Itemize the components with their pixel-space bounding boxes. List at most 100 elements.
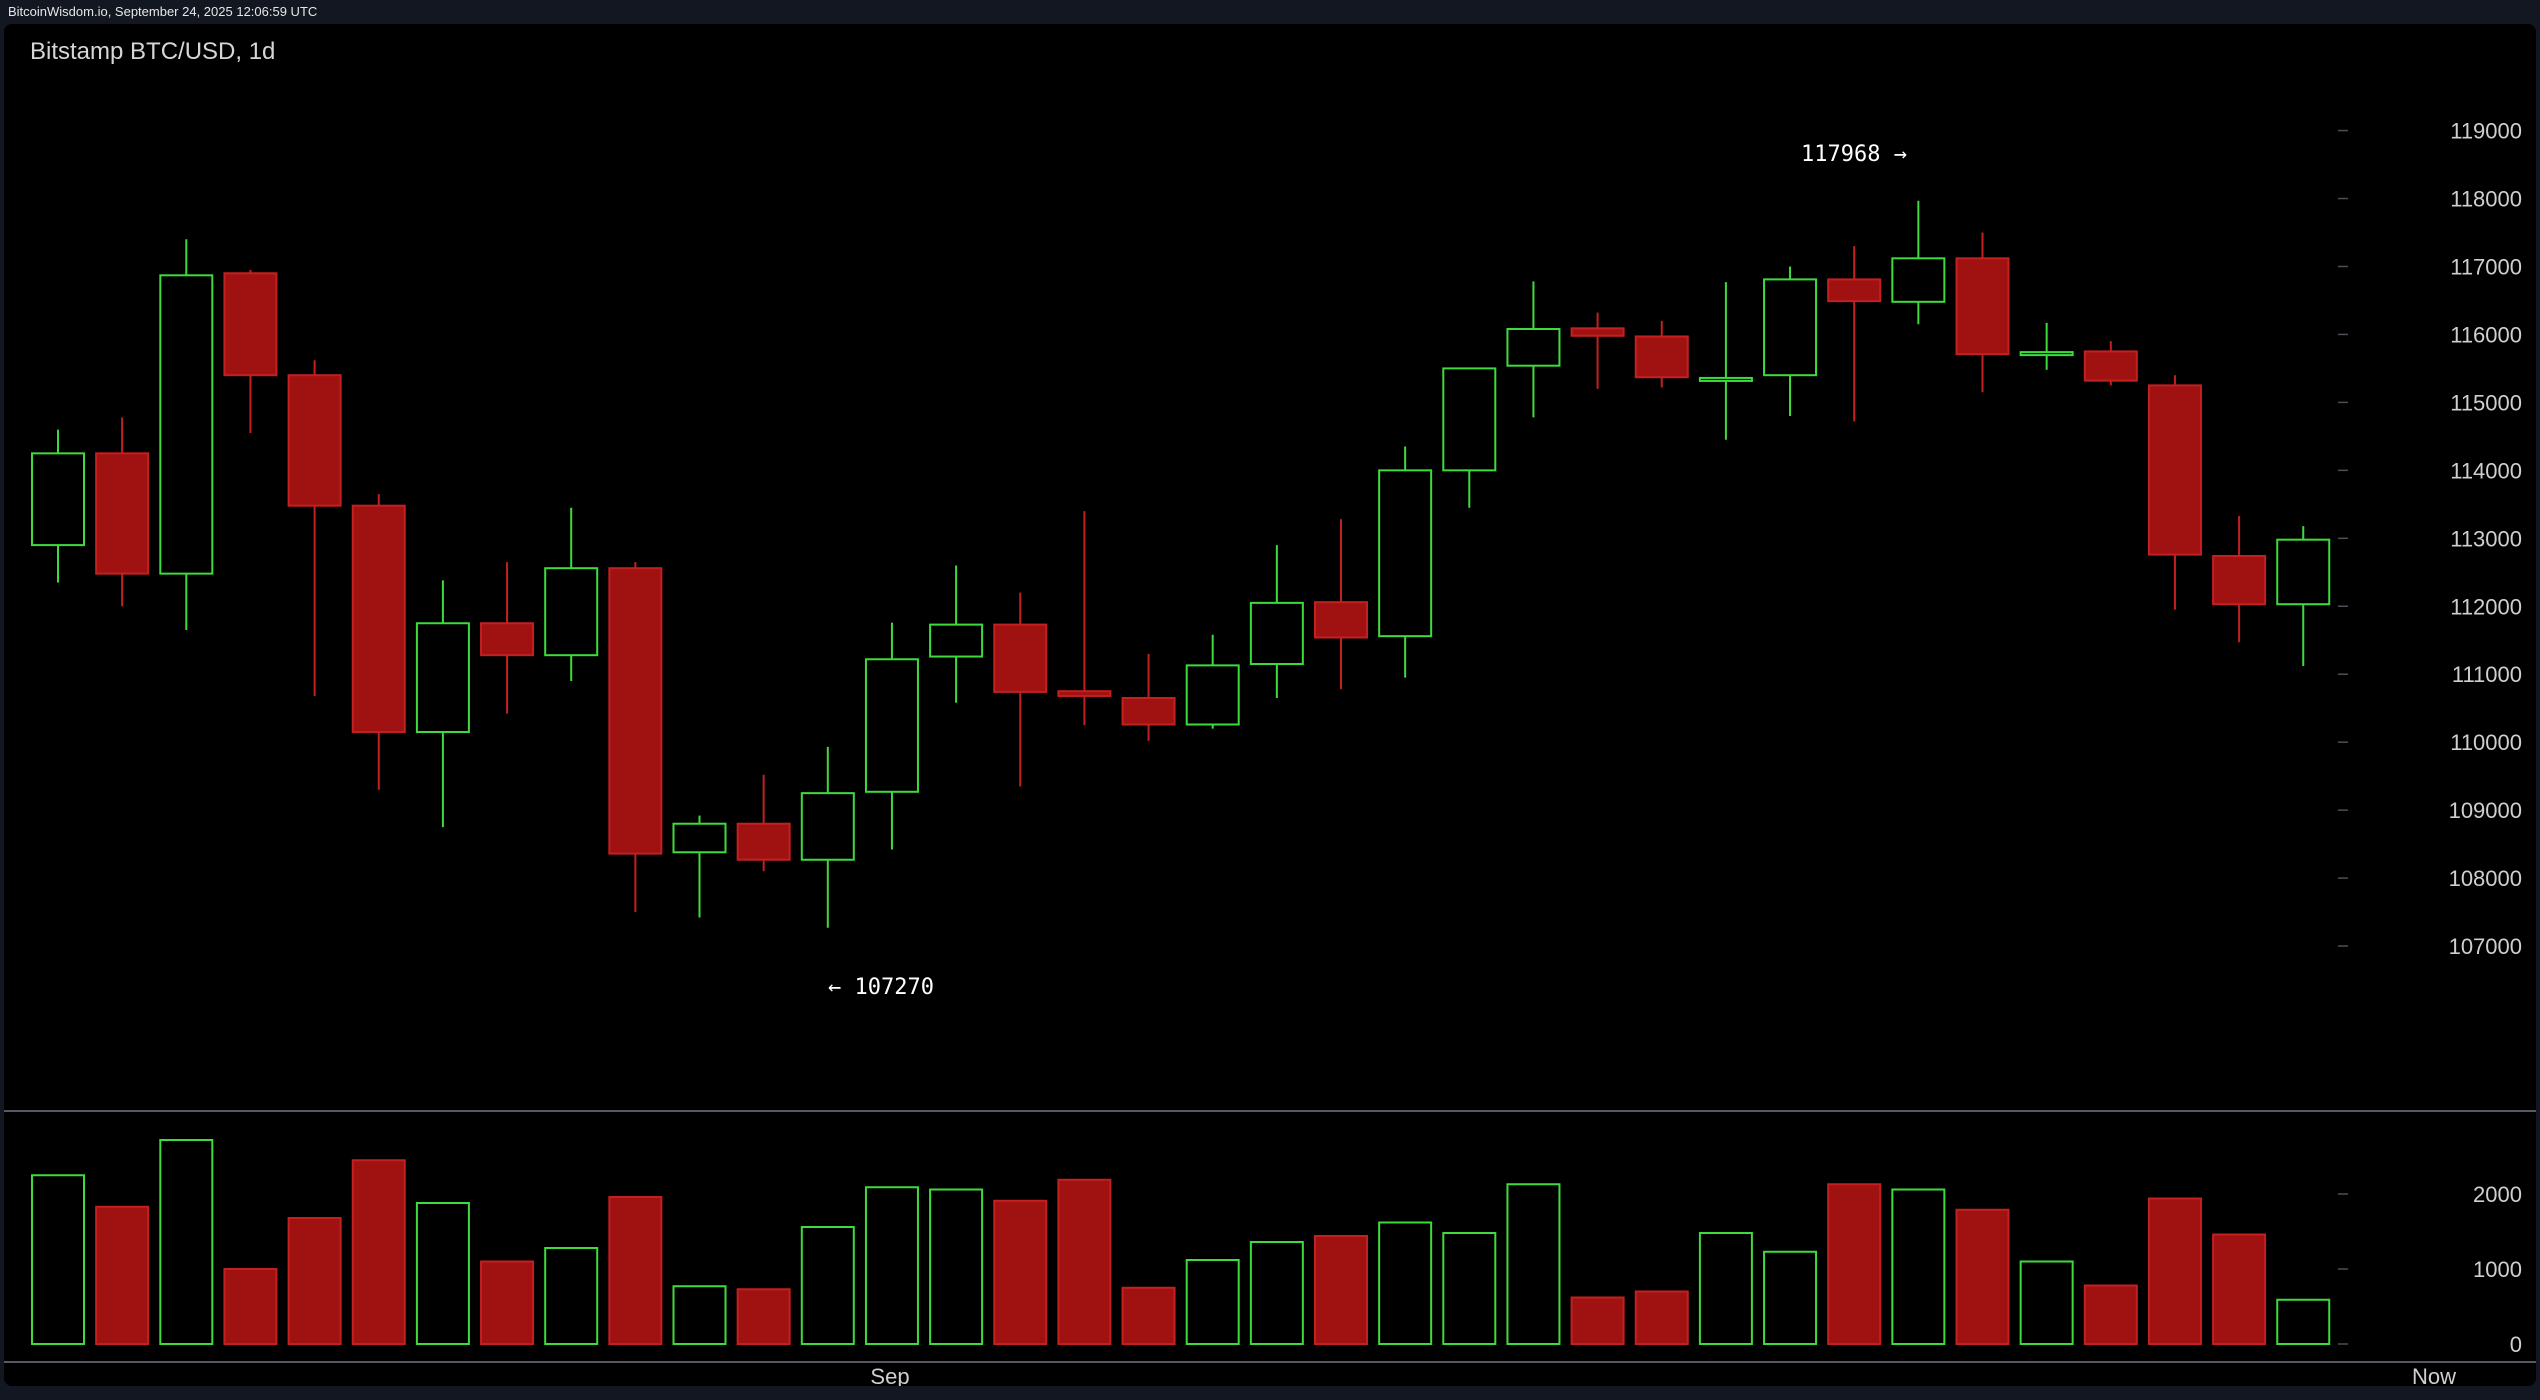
candle-body <box>1698 376 1753 382</box>
price-tick-label: 111000 <box>2452 662 2522 687</box>
volume-bar-down <box>2212 1233 2267 1345</box>
candle-body <box>95 452 150 575</box>
down-candle <box>1121 653 1176 741</box>
candle-body <box>1506 327 1561 367</box>
volume-bar-down <box>736 1288 791 1345</box>
price-tick-label: 116000 <box>2450 322 2522 347</box>
down-candle <box>608 562 663 913</box>
price-tick-label: 108000 <box>2449 866 2522 891</box>
volume-tick-label: 0 <box>2510 1332 2522 1357</box>
candle-body <box>1249 601 1304 666</box>
price-tick-label: 110000 <box>2450 730 2522 755</box>
volume-bar-up <box>929 1188 984 1345</box>
price-tick-label: 113000 <box>2450 526 2522 551</box>
x-label-now: Now <box>2412 1364 2456 1386</box>
candle-body <box>864 658 919 793</box>
candle-body <box>1314 601 1368 639</box>
down-candle <box>1634 320 1689 388</box>
volume-bar-down <box>2147 1197 2202 1345</box>
candle-body <box>1570 327 1625 337</box>
down-candle <box>1827 246 1882 422</box>
candle-body <box>1891 257 1946 303</box>
volume-bar-up <box>1378 1221 1433 1345</box>
volume-bar-up <box>1763 1250 1818 1345</box>
down-candle <box>1955 232 2010 393</box>
volume-bar-up <box>864 1186 919 1345</box>
price-tick-label: 115000 <box>2450 390 2522 415</box>
up-candle <box>1891 200 1946 325</box>
source-line: BitcoinWisdom.io, September 24, 2025 12:… <box>8 4 318 19</box>
candle-body <box>800 792 855 861</box>
candle-body <box>1955 257 2010 356</box>
up-candle <box>544 507 599 682</box>
candle-body <box>1634 335 1689 379</box>
volume-tick-label: 1000 <box>2473 1257 2522 1282</box>
volume-bars <box>31 1139 2331 1345</box>
up-candle <box>800 746 855 928</box>
price-tick-label: 119000 <box>2450 119 2522 144</box>
candle-body <box>2019 351 2074 357</box>
down-candle <box>351 494 406 790</box>
down-candle <box>480 562 535 714</box>
candle-body <box>736 822 791 861</box>
up-candle <box>1249 545 1304 698</box>
candle-body <box>993 623 1048 693</box>
volume-bar-up <box>2276 1298 2331 1345</box>
candle-body <box>1121 697 1176 726</box>
price-tick-label: 112000 <box>2450 594 2522 619</box>
high-annotation: 117968 → <box>1801 142 1907 167</box>
candle-body <box>1763 278 1818 377</box>
volume-tick-label: 2000 <box>2473 1182 2522 1207</box>
volume-bar-down <box>1827 1183 1882 1345</box>
volume-bar-up <box>1249 1241 1304 1345</box>
candle-body <box>1185 664 1240 726</box>
up-candle <box>1763 266 1818 416</box>
x-label-sep: Sep <box>870 1364 909 1386</box>
volume-bar-down <box>287 1217 342 1345</box>
volume-bar-up <box>415 1202 470 1345</box>
volume-bar-up <box>544 1247 599 1345</box>
volume-bar-down <box>95 1205 150 1345</box>
volume-bar-up <box>1506 1183 1561 1345</box>
volume-bar-down <box>480 1260 535 1345</box>
candlestick-chart[interactable]: 119000 118000 117000 116000 115000 114000 1130… <box>4 24 2536 1386</box>
up-candle <box>2276 526 2331 667</box>
candle-body <box>2212 554 2267 606</box>
volume-bar-down <box>1955 1208 2010 1345</box>
chart-title: Bitstamp BTC/USD, 1d <box>30 38 276 65</box>
volume-bar-up <box>1891 1188 1946 1345</box>
chart-panel[interactable]: 119000 118000 117000 116000 115000 114000 1130… <box>4 24 2536 1386</box>
up-candle <box>1378 446 1433 678</box>
low-annotation: ← 107270 <box>828 975 934 1000</box>
volume-bar-down <box>993 1199 1048 1345</box>
volume-bar-down <box>1057 1178 1112 1345</box>
up-candle <box>1698 282 1753 440</box>
candle-body <box>480 622 535 657</box>
down-candle <box>736 774 791 872</box>
price-tick-label: 107000 <box>2449 934 2522 959</box>
up-candle <box>2019 322 2074 370</box>
down-candle <box>223 269 278 433</box>
down-candle <box>1314 519 1368 690</box>
candle-body <box>31 452 85 547</box>
up-candle <box>864 622 919 850</box>
volume-bar-down <box>2083 1284 2138 1345</box>
candle-body <box>1057 690 1112 697</box>
candle-body <box>544 567 599 657</box>
volume-bar-down <box>1121 1286 1176 1345</box>
volume-bar-up <box>31 1174 85 1345</box>
volume-bar-down <box>1570 1296 1625 1345</box>
down-candle <box>287 360 342 696</box>
candle-body <box>929 623 984 658</box>
source-timestamp-bar: BitcoinWisdom.io, September 24, 2025 12:… <box>0 0 2540 24</box>
price-tick-label: 118000 <box>2450 187 2522 212</box>
up-candle <box>1185 634 1240 729</box>
down-candle <box>993 592 1048 787</box>
volume-axis: 2000 1000 0 <box>2338 1182 2522 1357</box>
down-candle <box>2147 375 2202 610</box>
volume-bar-up <box>672 1285 727 1345</box>
down-candle <box>2083 341 2138 386</box>
price-tick-label: 117000 <box>2450 254 2522 279</box>
candle-body <box>1827 278 1882 303</box>
volume-bar-up <box>2019 1260 2074 1345</box>
